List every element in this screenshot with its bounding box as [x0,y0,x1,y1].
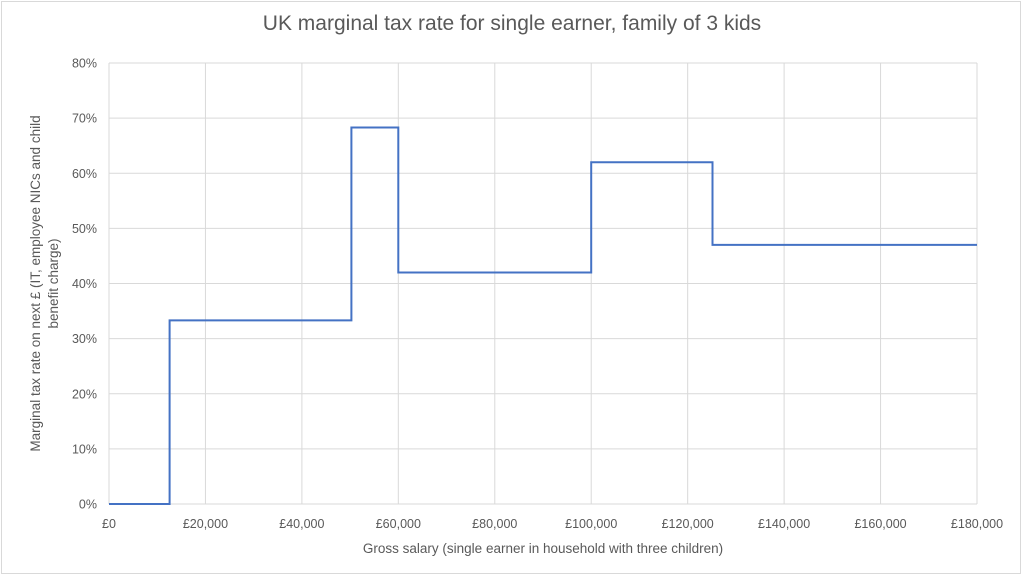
x-tick-label: £140,000 [758,517,810,531]
x-axis-ticks: £0 £20,000 £40,000 £60,000 £80,000 £100,000 £1… [102,517,1003,531]
y-tick-label: 0% [79,498,97,512]
x-tick-label: £0 [102,517,116,531]
x-tick-label: £180,000 [951,517,1003,531]
series-line [109,126,977,505]
x-axis-title: Gross salary (single earner in household… [363,541,723,556]
y-axis-title: Marginal tax rate on next £ (IT, employe… [28,115,61,451]
x-tick-label: £20,000 [183,517,228,531]
y-tick-label: 40% [72,277,97,291]
x-tick-label: £40,000 [279,517,324,531]
y-tick-label: 10% [72,442,97,456]
y-axis-title-line: benefit charge) [46,238,61,328]
x-tick-label: £60,000 [376,517,421,531]
y-tick-label: 20% [72,387,97,401]
x-tick-label: £80,000 [472,517,517,531]
x-tick-label: £160,000 [854,517,906,531]
y-tick-label: 80% [72,57,97,71]
y-tick-label: 50% [72,222,97,236]
y-tick-label: 60% [72,167,97,181]
y-axis-ticks: 0% 10% 20% 30% 40% 50% 60% 70% 80% [72,57,97,512]
y-axis-title-line: Marginal tax rate on next £ (IT, employe… [28,115,43,451]
chart-title: UK marginal tax rate for single earner, … [262,12,762,35]
series-group [109,126,977,505]
x-tick-label: £100,000 [565,517,617,531]
y-tick-label: 30% [72,332,97,346]
y-tick-label: 70% [72,112,97,126]
gridlines [108,62,978,505]
x-tick-label: £120,000 [662,517,714,531]
